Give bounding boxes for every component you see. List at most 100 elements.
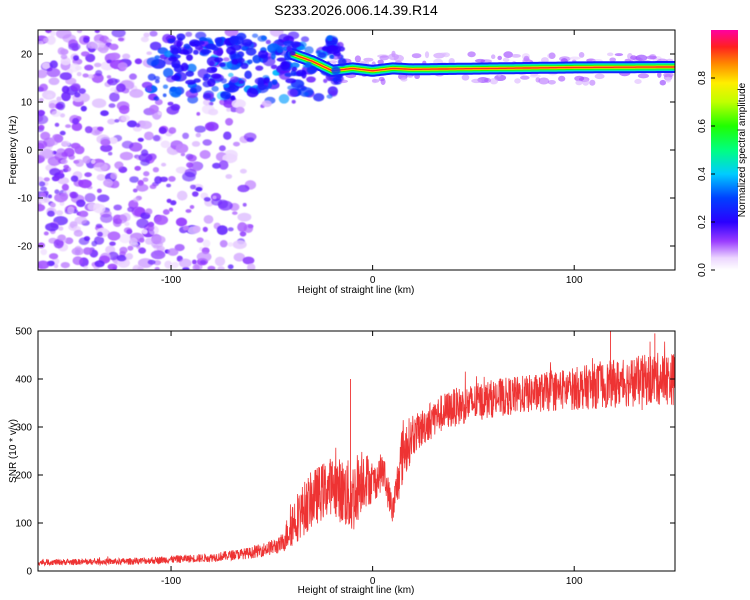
- spectrogram-cell: [68, 42, 81, 51]
- spectrogram-cell: [65, 124, 72, 128]
- spectrogram-cell: [39, 98, 44, 103]
- spectrogram-cell: [529, 74, 541, 78]
- spectrogram-cell: [607, 52, 614, 57]
- spectrogram-cell: [271, 79, 278, 85]
- spectrogram-cell: [186, 162, 194, 168]
- spectrogram-cell: [48, 102, 56, 109]
- spectrogram-cell: [287, 88, 299, 97]
- spectrogram-y-ticks: -20 -10 0 10 20: [18, 50, 675, 253]
- spectrogram-cell: [109, 241, 116, 246]
- spectrogram-cell: [91, 240, 98, 247]
- spectrogram-cell: [43, 177, 50, 182]
- spectrogram-cell: [38, 140, 48, 149]
- spectrogram-cell: [235, 106, 245, 114]
- snr-frame: [37, 330, 676, 572]
- spectrogram-cell: [284, 52, 291, 61]
- spectrogram-cell: [300, 36, 310, 43]
- spectrogram-cell: [100, 138, 111, 147]
- spectrogram-cell: [196, 237, 204, 243]
- spectrogram-cell: [119, 233, 131, 244]
- spectrogram-cell: [145, 237, 154, 245]
- spectrogram-cell: [122, 53, 131, 60]
- spectrogram-cell: [38, 260, 50, 270]
- spectrogram-cell: [467, 51, 476, 58]
- spectrogram-cell: [82, 247, 93, 255]
- spectrogram-cell: [84, 193, 96, 203]
- snr-y-ticks: 0 100 200 300 400 500: [15, 327, 675, 578]
- spectrogram-cell: [147, 73, 156, 81]
- spectrogram-cell: [191, 141, 201, 147]
- spectrogram-cell: [74, 216, 88, 225]
- spectrogram-cell: [153, 76, 160, 81]
- spectrogram-cell: [168, 176, 176, 182]
- spectrogram-cell: [100, 144, 113, 153]
- spectrogram-cell: [129, 88, 144, 98]
- spectrogram-cell: [145, 208, 153, 215]
- spectrogram-cell: [103, 178, 114, 187]
- spectrogram-y-tick-label: 0: [26, 146, 32, 157]
- spectrogram-cell: [194, 125, 206, 133]
- spectrogram-cell: [200, 260, 207, 265]
- spectrogram-cell: [138, 153, 153, 163]
- spectrogram-cell: [219, 240, 228, 248]
- spectrogram-cell: [484, 77, 491, 83]
- spectrogram-cell: [160, 140, 171, 149]
- spectrogram-cell: [372, 79, 380, 83]
- spectrogram-cell: [202, 99, 211, 106]
- spectrogram-cell: [183, 43, 191, 50]
- spectrogram-cell: [575, 80, 583, 86]
- spectrogram-cell: [132, 188, 138, 193]
- spectrogram-cell: [208, 108, 219, 116]
- spectrogram-cell: [218, 160, 229, 170]
- spectrogram-cell: [138, 247, 147, 254]
- spectrogram-cell: [136, 183, 149, 192]
- spectrogram-cell: [55, 210, 64, 216]
- spectrogram-cell: [243, 224, 254, 233]
- spectrogram-cell: [646, 55, 657, 60]
- spectrogram-cell: [164, 260, 173, 269]
- spectrogram-cell: [157, 111, 162, 116]
- spectrogram-x-label: Height of straight line (km): [298, 285, 415, 296]
- spectrogram-cell: [242, 202, 247, 207]
- spectrogram-cell: [323, 78, 328, 83]
- spectrogram-cell: [326, 94, 333, 99]
- colorbar-gradient: [711, 30, 738, 270]
- spectrogram-cell: [185, 79, 197, 85]
- spectrogram-cell: [109, 43, 119, 51]
- spectrogram-x-tick-label: 0: [370, 275, 376, 286]
- spectrogram-cell: [237, 212, 252, 222]
- spectrogram-cell: [194, 40, 205, 46]
- spectrogram-cell: [152, 134, 161, 142]
- spectrogram-cell: [502, 57, 510, 62]
- spectrogram-cell: [303, 92, 309, 96]
- spectrogram-cell: [182, 132, 190, 139]
- snr-x-ticks: -100 0 100: [161, 331, 583, 587]
- spectrogram-cell: [226, 107, 231, 112]
- spectrogram-cell: [296, 84, 305, 92]
- spectrogram-cell: [306, 65, 317, 75]
- spectrogram-cell: [206, 66, 217, 74]
- spectrogram-cell: [64, 237, 74, 245]
- spectrogram-cell: [83, 265, 89, 270]
- spectrogram-cell: [186, 63, 197, 73]
- snr-x-tick-label: 100: [566, 576, 583, 587]
- spectrogram-cell: [578, 52, 585, 58]
- spectrogram-cell: [637, 73, 650, 79]
- spectrogram-cell: [38, 69, 48, 79]
- spectrogram-cell: [93, 203, 106, 214]
- spectrogram-cell: [166, 183, 172, 188]
- spectrogram-cell: [263, 77, 270, 84]
- spectrogram-cell: [107, 118, 116, 125]
- spectrogram-cell: [189, 87, 197, 94]
- spectrogram-cell: [41, 62, 51, 70]
- spectrogram-cell: [281, 61, 288, 67]
- spectrogram-cell: [169, 87, 182, 97]
- spectrogram-cell: [192, 191, 199, 197]
- spectrogram-cell: [214, 37, 223, 44]
- spectrogram-cell: [182, 225, 190, 231]
- spectrogram-cell: [329, 60, 338, 64]
- spectrogram-cell: [91, 98, 107, 108]
- spectrogram-cell: [153, 96, 160, 101]
- spectrogram-cell: [227, 264, 234, 270]
